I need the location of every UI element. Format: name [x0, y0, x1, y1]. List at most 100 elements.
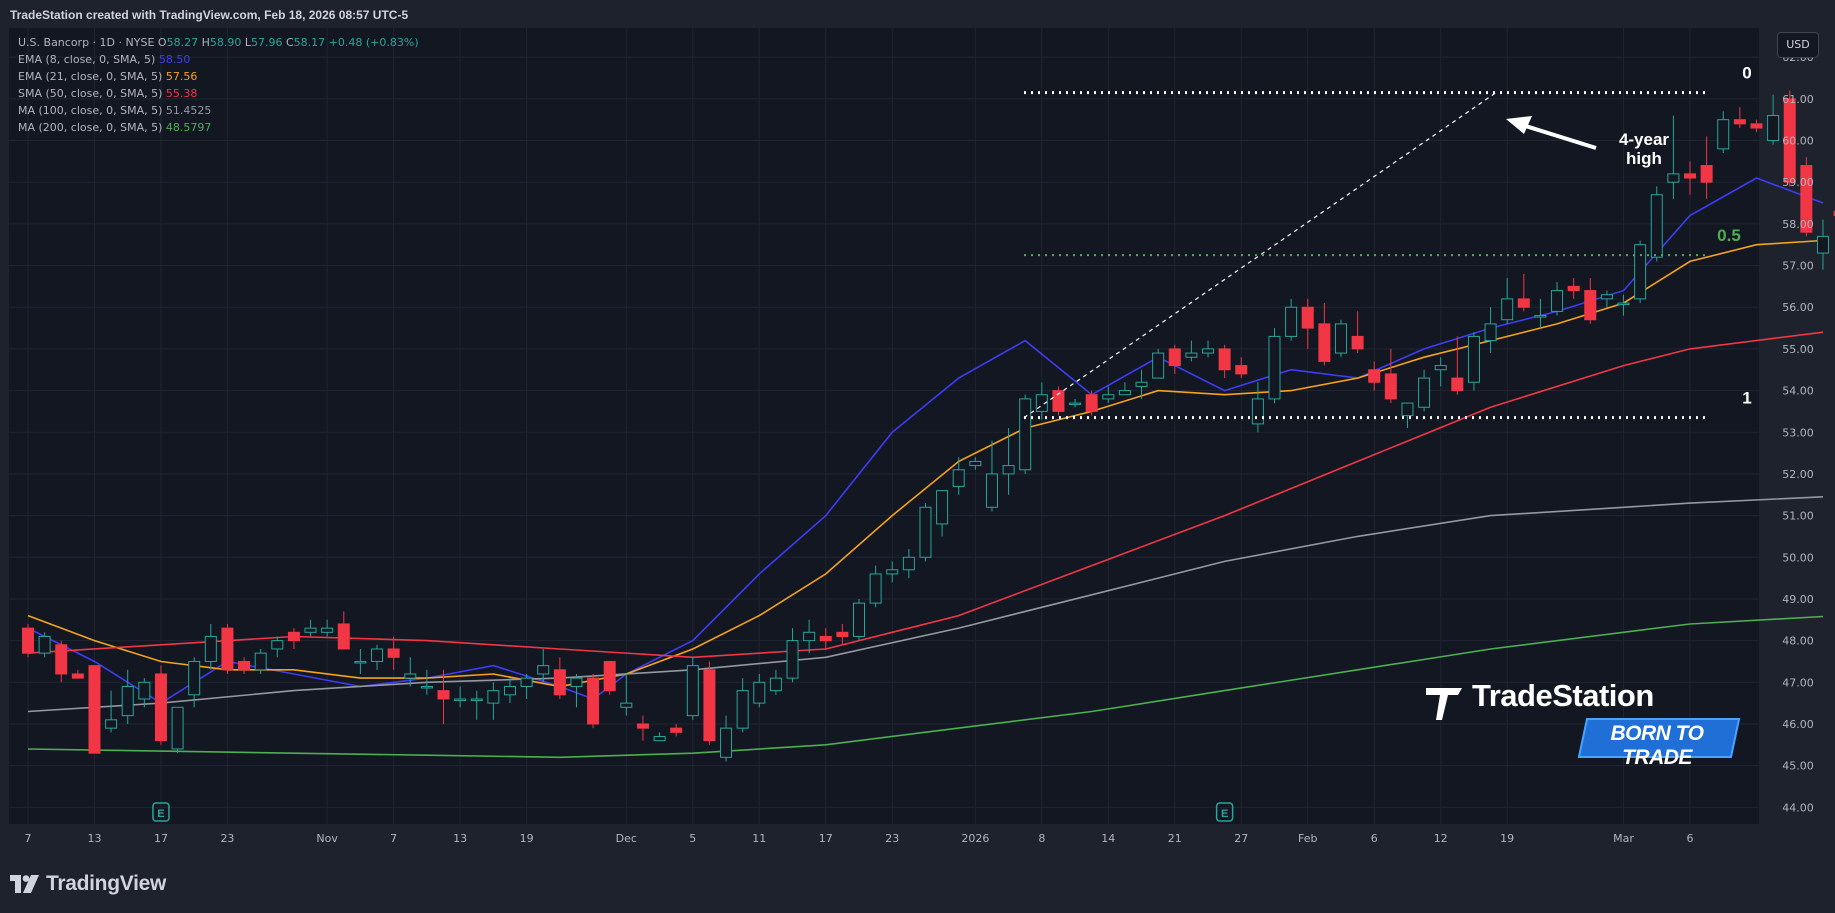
candle-body: [1135, 381, 1148, 387]
candle-body: [587, 677, 600, 725]
candle-body: [1501, 298, 1514, 321]
candle-body: [952, 469, 965, 487]
candle-body: [1434, 365, 1447, 371]
ohlc-values: O58.27 H58.90 L57.96 C58.17: [158, 36, 329, 49]
candle-body: [570, 677, 583, 687]
high-arrow: [1506, 116, 1597, 150]
candle-body: [603, 660, 616, 692]
candle: [1717, 111, 1730, 154]
fib-level-label: 1: [1742, 389, 1751, 408]
candle-body: [238, 660, 251, 671]
candle-body: [869, 573, 882, 604]
candle: [1202, 340, 1215, 358]
indicator-value: 51.4525: [165, 104, 212, 117]
candle-body: [1334, 323, 1347, 354]
candle-body: [1584, 290, 1597, 321]
candle-body: [537, 665, 550, 675]
candle: [1517, 273, 1530, 312]
fibonacci-levels: 00.51: [1023, 64, 1752, 420]
candle-body: [1551, 290, 1564, 312]
candle-body: [287, 631, 300, 642]
moving-average-lines: [27, 177, 1824, 759]
candle: [1334, 319, 1347, 358]
candle-body: [1816, 235, 1829, 254]
candle-body: [171, 706, 184, 750]
time-tick-label: 27: [1234, 832, 1248, 845]
price-tick-label: 51.00: [1782, 510, 1814, 523]
price-tick-label: 55.00: [1782, 343, 1814, 356]
ohlc-value: 58.90: [209, 36, 242, 49]
high-annotation-text: 4-year: [1619, 130, 1669, 149]
candle-body: [1035, 394, 1048, 412]
candle-body: [387, 648, 400, 658]
ohlc-key: L: [241, 36, 251, 49]
candle-body: [686, 665, 699, 717]
candle: [1301, 298, 1314, 349]
time-axis: 7 13 17 23 Nov 7 13 19 Dec 5 11 17 23 2026 8 14 21 27 Feb 6…: [25, 832, 1694, 845]
tradingview-logo: TradingView: [10, 872, 166, 896]
chart-grid: [9, 28, 1759, 824]
candle-body: [1318, 323, 1331, 362]
chart-legend: U.S. Bancorp · 1D · NYSE O58.27 H58.90 L…: [18, 34, 419, 136]
candle: [1484, 307, 1497, 354]
indicator-row[interactable]: EMA (21, close, 0, SMA, 5) 57.56: [18, 68, 419, 85]
indicator-label: SMA (50, close, 0, SMA, 5): [18, 87, 166, 100]
price-tick-label: 59.00: [1782, 176, 1814, 189]
time-tick-label: 6: [1371, 832, 1378, 845]
candle: [71, 669, 84, 679]
candle: [354, 648, 367, 674]
candle: [1318, 303, 1331, 366]
candle-body: [1218, 348, 1231, 371]
time-tick-label: 19: [1500, 832, 1514, 845]
time-tick-label: 17: [154, 832, 168, 845]
candle-body: [371, 648, 384, 662]
indicator-row[interactable]: MA (100, close, 0, SMA, 5) 51.4525: [18, 102, 419, 119]
candle-body: [304, 627, 317, 633]
candle: [88, 665, 101, 754]
ma-line: [27, 177, 1824, 705]
time-tick-label: 21: [1168, 832, 1182, 845]
candle-body: [1783, 98, 1796, 183]
symbol-label: U.S. Bancorp · 1D · NYSE: [18, 36, 155, 49]
candle: [420, 669, 433, 695]
candle: [553, 657, 566, 699]
candle: [819, 628, 832, 649]
candle: [1767, 94, 1780, 145]
currency-button[interactable]: USD: [1777, 32, 1819, 58]
candle-body: [1667, 173, 1680, 183]
candle-body: [1684, 173, 1696, 179]
candle: [1418, 369, 1431, 412]
candle-body: [1002, 465, 1015, 475]
candle-body: [337, 623, 350, 650]
candle: [952, 457, 965, 495]
indicator-row[interactable]: EMA (8, close, 0, SMA, 5) 58.50: [18, 51, 419, 68]
candle: [786, 628, 799, 683]
price-tick-label: 56.00: [1782, 301, 1814, 314]
candle: [1567, 278, 1580, 299]
candle-body: [636, 723, 649, 729]
candle: [1135, 369, 1148, 399]
candle: [1534, 298, 1547, 329]
candle-body: [1285, 306, 1298, 337]
candle: [55, 640, 68, 683]
candle-body: [853, 602, 865, 637]
price-tick-label: 48.00: [1782, 635, 1814, 648]
time-tick-label: 5: [689, 832, 696, 845]
candle: [1285, 298, 1298, 341]
indicator-row[interactable]: SMA (50, close, 0, SMA, 5) 55.38: [18, 85, 419, 102]
time-tick-label: Dec: [616, 832, 637, 845]
indicator-row[interactable]: MA (200, close, 0, SMA, 5) 48.5797: [18, 119, 419, 136]
price-tick-label: 54.00: [1782, 385, 1814, 398]
candle: [1650, 186, 1663, 262]
candle: [371, 644, 384, 670]
candle-body: [1202, 348, 1215, 354]
candle-body: [902, 556, 915, 571]
high-arrow-head: [1506, 116, 1532, 134]
candle: [1600, 290, 1613, 308]
candle: [1019, 394, 1032, 474]
candle-body: [919, 506, 932, 558]
ohlc-key: O: [157, 36, 167, 49]
tagline-text: BORN TO TRADE: [1610, 722, 1704, 769]
candle: [620, 673, 633, 716]
